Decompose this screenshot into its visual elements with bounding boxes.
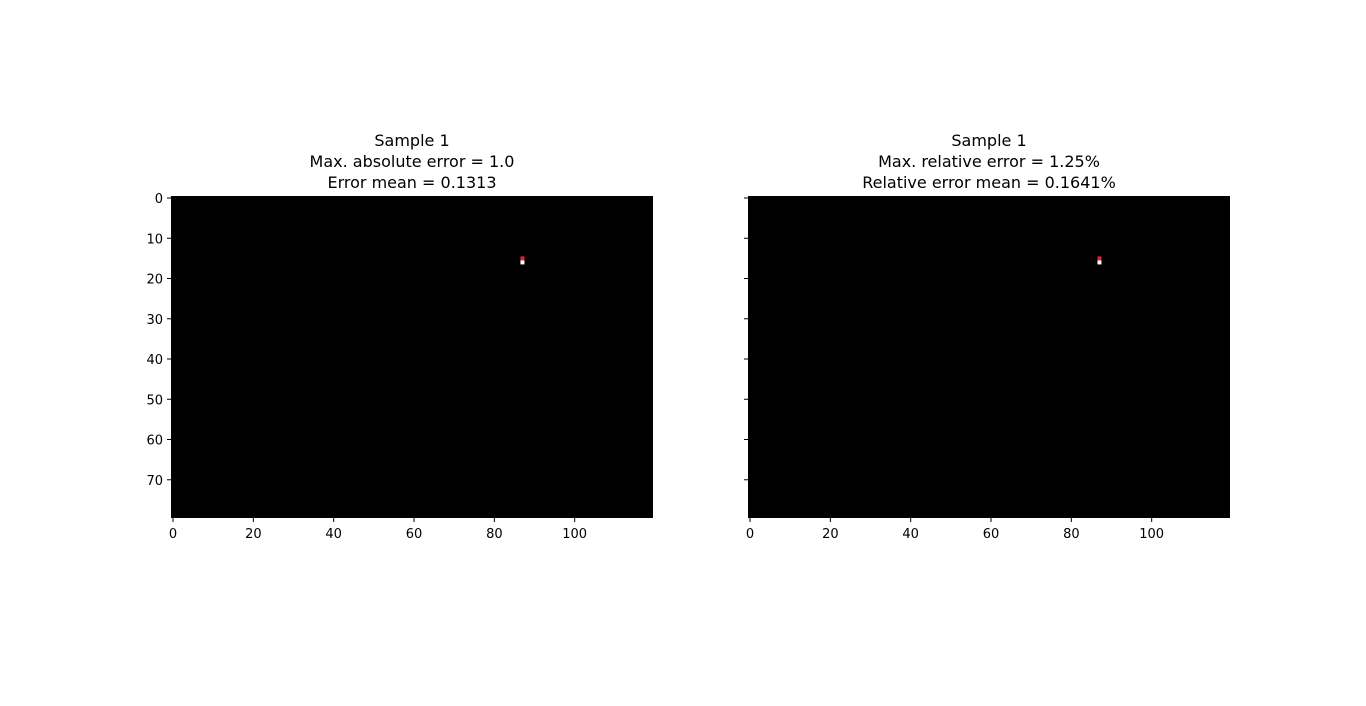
heatmap-pixel-0 (1097, 256, 1101, 260)
chart-title-line-1: Sample 1 (374, 131, 449, 150)
y-tick-label-0: 0 (155, 192, 163, 207)
y-tick-label-10: 10 (146, 232, 163, 247)
x-tick-label-60: 60 (406, 527, 423, 542)
heatmap-pixel-1 (520, 260, 524, 264)
heatmap-pixel-0 (520, 256, 524, 260)
x-tick-label-100: 100 (1139, 527, 1164, 542)
y-tick-label-50: 50 (146, 393, 163, 408)
x-tick-label-0: 0 (169, 527, 177, 542)
chart-title-line-2: Max. absolute error = 1.0 (310, 152, 515, 171)
y-tick-label-20: 20 (146, 273, 163, 288)
y-tick-label-60: 60 (146, 434, 163, 449)
y-tick-label-40: 40 (146, 353, 163, 368)
chart-title-line-1: Sample 1 (951, 131, 1026, 150)
x-tick-label-80: 80 (486, 527, 503, 542)
chart-title-line-3: Error mean = 0.1313 (327, 173, 496, 192)
y-tick-label-30: 30 (146, 313, 163, 328)
heatmap-image (748, 196, 1230, 518)
chart-title-line-2: Max. relative error = 1.25% (878, 152, 1100, 171)
x-tick-label-100: 100 (562, 527, 587, 542)
x-tick-label-0: 0 (746, 527, 754, 542)
x-tick-label-20: 20 (245, 527, 262, 542)
y-tick-label-70: 70 (146, 474, 163, 489)
heatmap-image (171, 196, 653, 518)
chart-title-line-3: Relative error mean = 0.1641% (862, 173, 1116, 192)
x-tick-label-80: 80 (1063, 527, 1080, 542)
x-tick-label-60: 60 (983, 527, 1000, 542)
heatmap-pixel-1 (1097, 260, 1101, 264)
x-tick-label-40: 40 (902, 527, 919, 542)
x-tick-label-40: 40 (325, 527, 342, 542)
x-tick-label-20: 20 (822, 527, 839, 542)
